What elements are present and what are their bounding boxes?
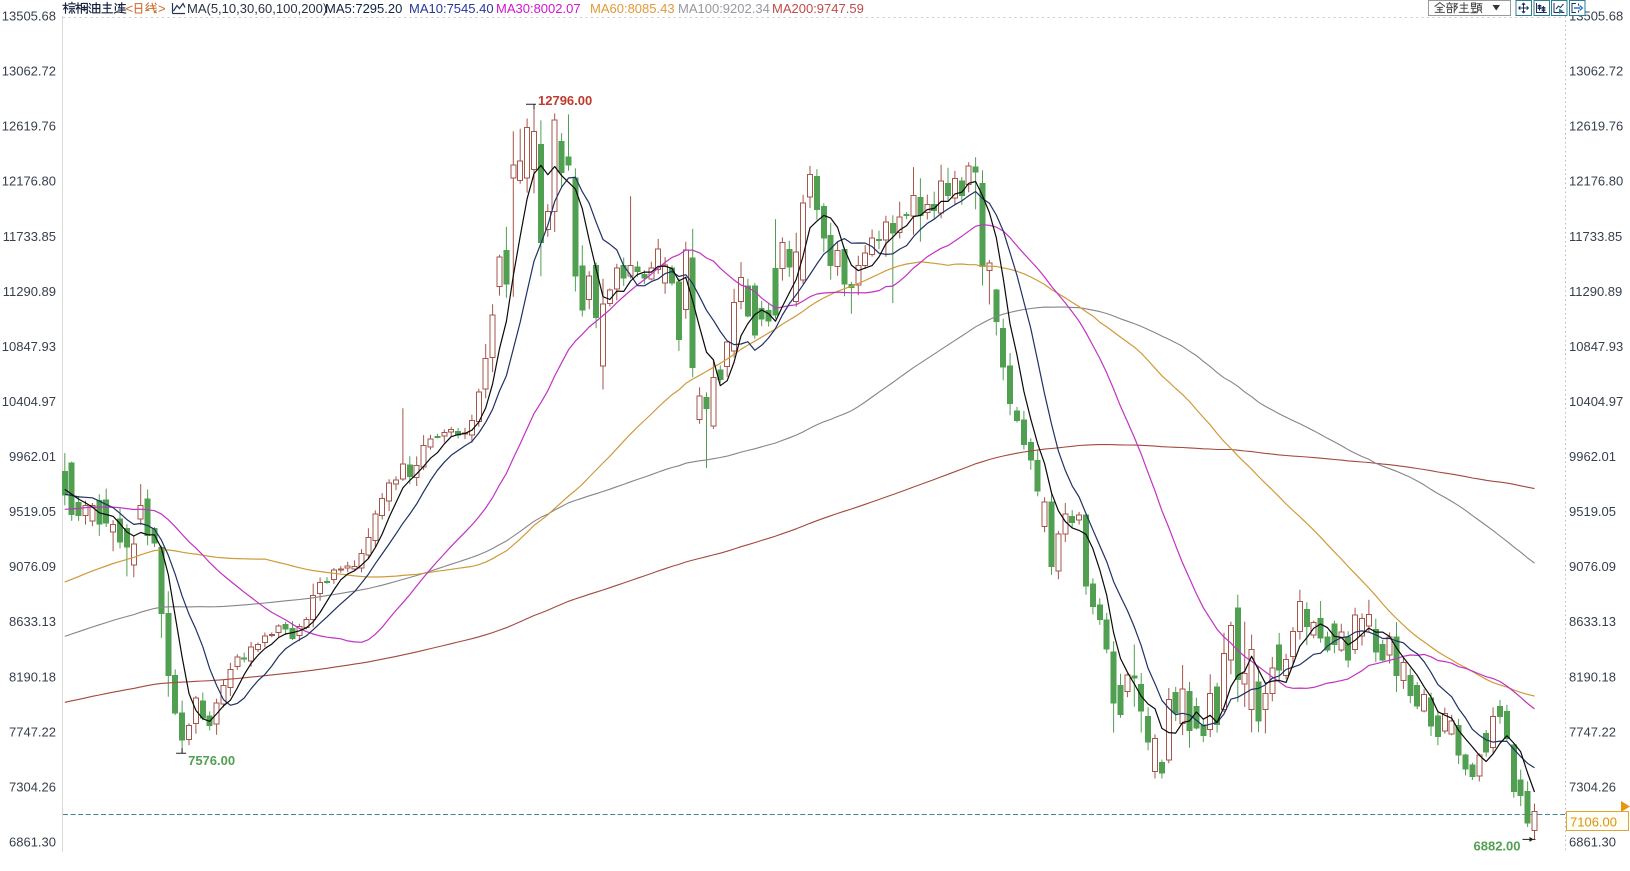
svg-text:13062.72: 13062.72 bbox=[1569, 64, 1623, 79]
svg-text:9962.01: 9962.01 bbox=[9, 449, 56, 464]
svg-text:7747.22: 7747.22 bbox=[1569, 724, 1616, 739]
svg-text:13505.68: 13505.68 bbox=[2, 9, 56, 24]
svg-text:10847.93: 10847.93 bbox=[2, 339, 56, 354]
svg-text:MA100:9202.34: MA100:9202.34 bbox=[678, 1, 770, 16]
svg-text:11290.89: 11290.89 bbox=[1569, 284, 1622, 299]
svg-text:13062.72: 13062.72 bbox=[2, 64, 56, 79]
svg-text:8633.13: 8633.13 bbox=[1569, 614, 1616, 629]
svg-text:MA200:9747.59: MA200:9747.59 bbox=[772, 1, 864, 16]
svg-text:10404.97: 10404.97 bbox=[2, 394, 56, 409]
svg-text:11733.85: 11733.85 bbox=[3, 229, 56, 244]
svg-text:10404.97: 10404.97 bbox=[1569, 394, 1623, 409]
svg-text:7576.00: 7576.00 bbox=[188, 753, 235, 768]
svg-text:9962.01: 9962.01 bbox=[1569, 449, 1616, 464]
svg-text:MA10:7545.40: MA10:7545.40 bbox=[409, 1, 494, 16]
svg-text:MA(5,10,30,60,100,200): MA(5,10,30,60,100,200) bbox=[187, 1, 327, 16]
svg-text:8190.18: 8190.18 bbox=[1569, 669, 1616, 684]
svg-text:MA30:8002.07: MA30:8002.07 bbox=[496, 1, 581, 16]
svg-text:6861.30: 6861.30 bbox=[1569, 835, 1616, 850]
svg-text:11733.85: 11733.85 bbox=[1569, 229, 1622, 244]
svg-text:12619.76: 12619.76 bbox=[1569, 119, 1623, 134]
svg-text:10847.93: 10847.93 bbox=[1569, 339, 1623, 354]
svg-text:<: < bbox=[126, 1, 134, 16]
svg-text:MA5:7295.20: MA5:7295.20 bbox=[325, 1, 402, 16]
svg-text:12176.80: 12176.80 bbox=[2, 174, 56, 189]
svg-text:9076.09: 9076.09 bbox=[1569, 559, 1616, 574]
svg-text:11290.89: 11290.89 bbox=[3, 284, 56, 299]
svg-text:9519.05: 9519.05 bbox=[9, 504, 56, 519]
svg-text:MA60:8085.43: MA60:8085.43 bbox=[590, 1, 675, 16]
svg-text:7106.00: 7106.00 bbox=[1570, 815, 1617, 830]
svg-text:6882.00: 6882.00 bbox=[1474, 838, 1521, 853]
svg-text:8190.18: 8190.18 bbox=[9, 669, 56, 684]
svg-text:12176.80: 12176.80 bbox=[1569, 174, 1623, 189]
svg-text:7304.26: 7304.26 bbox=[1569, 779, 1616, 794]
svg-text:7747.22: 7747.22 bbox=[9, 724, 56, 739]
svg-text:>: > bbox=[158, 1, 166, 16]
svg-text:9519.05: 9519.05 bbox=[1569, 504, 1616, 519]
svg-text:12619.76: 12619.76 bbox=[2, 119, 56, 134]
svg-text:8633.13: 8633.13 bbox=[9, 614, 56, 629]
svg-text:9076.09: 9076.09 bbox=[9, 559, 56, 574]
svg-text:12796.00: 12796.00 bbox=[538, 93, 592, 108]
svg-text:7304.26: 7304.26 bbox=[9, 779, 56, 794]
svg-text:6861.30: 6861.30 bbox=[9, 835, 56, 850]
